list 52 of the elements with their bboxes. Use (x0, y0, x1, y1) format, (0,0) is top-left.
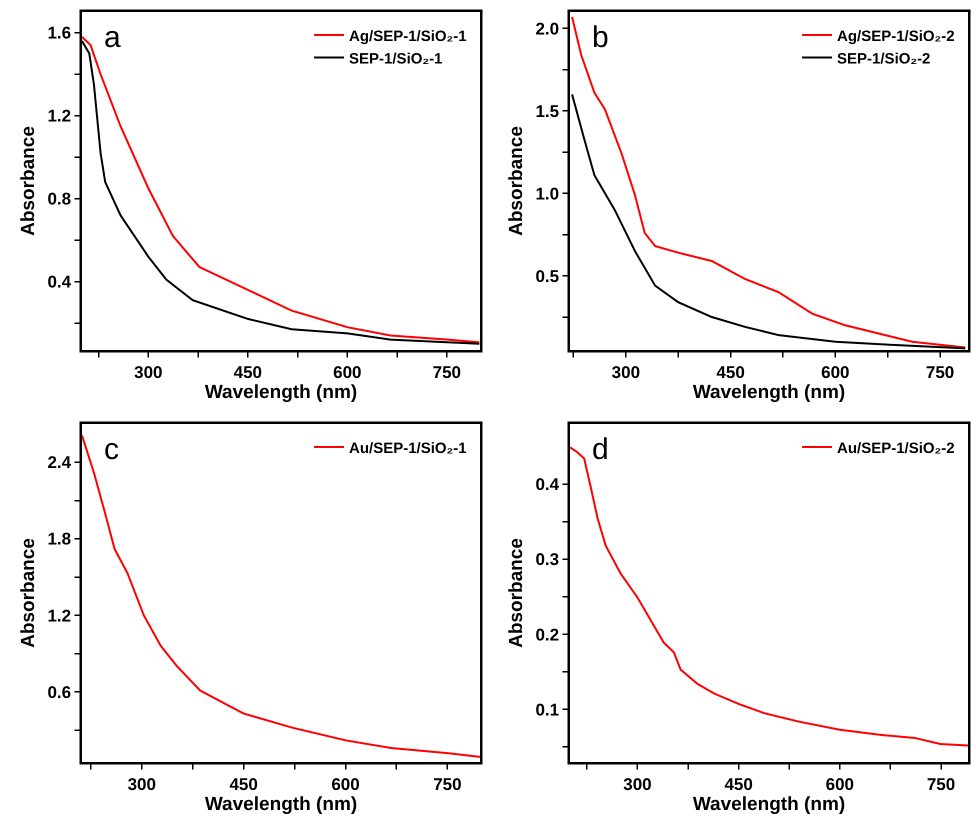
x-tick-label: 300 (128, 774, 156, 794)
legend-label: Ag/SEP-1/SiO₂-1 (349, 28, 467, 45)
x-tick-label: 750 (432, 362, 462, 382)
legend-label: Au/SEP-1/SiO₂-2 (837, 440, 955, 457)
line-series (571, 16, 966, 349)
x-tick-label: 600 (331, 774, 360, 794)
y-axis-title: Absorbance (18, 538, 40, 648)
y-axis-title: Absorbance (506, 538, 528, 648)
y-tick-label: 0.2 (535, 625, 560, 644)
x-tick-label: 450 (716, 362, 745, 382)
x-tick-label: 750 (926, 774, 956, 794)
text: 1.0 (535, 184, 560, 204)
y-tick-label: 2.4 (47, 453, 72, 472)
x-tick-label: 750 (433, 774, 462, 794)
y-tick-label: 1.2 (47, 106, 72, 126)
y-tick-label: 0.6 (47, 682, 72, 702)
y-tick-label: 0.4 (47, 272, 72, 292)
y-axis-title: Absorbance (18, 126, 40, 236)
y-tick-label: 1.2 (47, 606, 72, 626)
x-tick-label: 600 (821, 362, 850, 382)
y-tick-label: 0.5 (535, 266, 560, 286)
y-axis-title: Absorbance (506, 126, 528, 236)
text: 2.0 (535, 19, 560, 38)
x-tick-label: 750 (926, 362, 954, 382)
x-axis-title: Wavelength (nm) (204, 794, 358, 815)
legend-label: SEP-1/SiO₂-2 (837, 50, 930, 68)
x-tick-label: 600 (333, 362, 362, 382)
y-tick-label: 0.1 (535, 700, 560, 720)
x-tick-label: 300 (623, 774, 652, 794)
x-axis-title: Wavelength (nm) (204, 382, 358, 403)
annotation: a (104, 21, 121, 54)
annotation: d (592, 433, 609, 466)
x-tick-label: 450 (234, 362, 262, 382)
legend-label: Au/SEP-1/SiO₂-1 (349, 440, 467, 457)
y-tick-label: 1.5 (535, 102, 560, 121)
line-series (82, 434, 480, 758)
annotation: c (104, 433, 119, 466)
x-tick-label: 600 (826, 774, 854, 794)
x-axis-title: Wavelength (nm) (692, 382, 846, 403)
y-tick-label: 0.8 (47, 190, 72, 209)
y-tick-label: 0.4 (535, 475, 560, 494)
x-tick-label: 450 (724, 774, 753, 794)
x-axis-title: Wavelength (nm) (692, 794, 846, 815)
x-tick-label: 300 (612, 362, 640, 382)
y-tick-label: 1.8 (47, 530, 72, 549)
x-tick-label: 450 (229, 774, 258, 794)
y-tick-label: 1.6 (47, 24, 72, 43)
annotation: b (592, 21, 609, 54)
legend-label: Ag/SEP-1/SiO₂-2 (837, 28, 955, 45)
y-tick-label: 0.3 (535, 550, 560, 570)
x-tick-label: 300 (134, 362, 163, 382)
legend-label: SEP-1/SiO₂-1 (349, 50, 442, 68)
